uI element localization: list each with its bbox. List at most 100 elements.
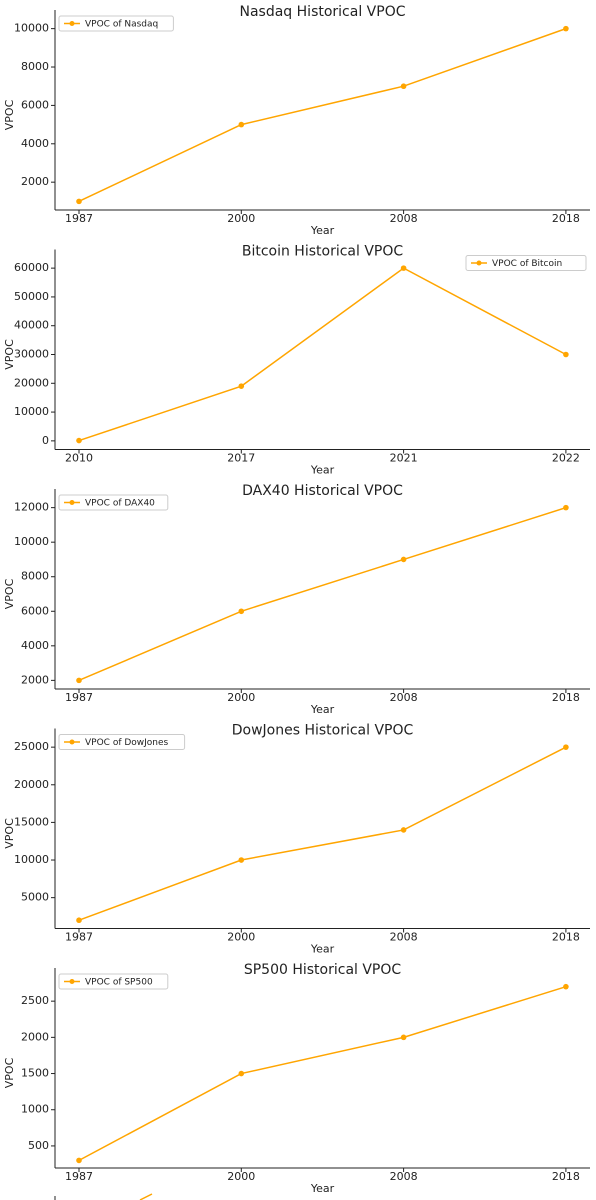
y-tick-label: 10000 — [14, 22, 49, 35]
x-tick-label: 1987 — [65, 212, 93, 225]
x-tick-label: 2017 — [227, 452, 255, 465]
point — [76, 198, 82, 205]
legend-marker — [69, 739, 75, 745]
x-tick-label: 2018 — [552, 1170, 580, 1183]
y-tick-label: 12000 — [14, 501, 49, 514]
x-axis-label: Year — [310, 464, 335, 477]
point — [76, 917, 82, 924]
y-tick-label: 6000 — [21, 604, 49, 617]
x-tick-label: 2000 — [227, 691, 255, 704]
y-tick-label: 50000 — [14, 290, 49, 303]
x-axis-label: Year — [310, 224, 335, 237]
point — [563, 744, 569, 750]
y-axis-label: VPOC — [3, 339, 16, 370]
legend-label: VPOC of Nasdaq — [85, 20, 158, 30]
x-tick-label: 2021 — [390, 452, 418, 465]
y-tick-label: 60000 — [14, 261, 49, 274]
point — [76, 677, 82, 684]
point — [563, 983, 569, 990]
legend-box — [58, 494, 169, 511]
x-tick-label: 2000 — [227, 931, 255, 944]
chart-title: Nasdaq Historical VPOC — [240, 4, 406, 20]
legend-marker — [69, 500, 75, 505]
legend-label: VPOC of Bitcoin — [492, 259, 562, 269]
legend-marker — [69, 21, 75, 26]
legend-box — [58, 15, 174, 32]
legend-marker — [69, 979, 75, 984]
x-tick-label: 2018 — [552, 212, 580, 225]
x-tick-label: 2008 — [390, 212, 418, 225]
y-axis-label: VPOC — [3, 99, 16, 130]
x-tick-label: 2008 — [390, 691, 418, 704]
y-tick-label: 10000 — [14, 405, 49, 418]
legend-box — [465, 255, 587, 271]
point — [563, 25, 569, 32]
point — [400, 1034, 407, 1041]
y-tick-label: 1000 — [21, 1103, 49, 1116]
series-line — [78, 267, 567, 442]
y-tick-label: 20000 — [14, 778, 49, 791]
chart-title: DowJones Historical VPOC — [232, 723, 414, 739]
y-tick-label: 25000 — [14, 740, 49, 753]
series-line — [78, 506, 567, 682]
chart-title: SP500 Historical VPOC — [244, 962, 402, 978]
y-tick-label: 15000 — [14, 815, 49, 828]
y-tick-label: 10000 — [14, 853, 49, 866]
point — [238, 857, 245, 863]
y-tick-label: 6000 — [21, 98, 49, 111]
legend-box — [58, 734, 186, 750]
point — [238, 121, 245, 128]
x-tick-label: 2008 — [390, 1170, 418, 1183]
point — [238, 383, 245, 389]
series-line — [78, 746, 567, 921]
point — [76, 437, 82, 444]
y-tick-label: 4000 — [21, 639, 49, 652]
y-axis-label: VPOC — [3, 1057, 16, 1088]
partial-line — [139, 1193, 153, 1200]
point — [563, 504, 569, 511]
legend-label: VPOC of SP500 — [85, 978, 153, 988]
x-tick-label: 1987 — [65, 691, 93, 704]
x-tick-label: 1987 — [65, 1170, 93, 1183]
y-axis-label: VPOC — [3, 578, 16, 609]
y-tick-label: 2000 — [21, 175, 49, 188]
point — [563, 351, 569, 358]
series-line — [78, 27, 567, 203]
legend-box — [58, 973, 169, 990]
y-tick-label: 2000 — [21, 1030, 49, 1043]
point — [76, 1157, 82, 1164]
y-tick-label: 40000 — [14, 319, 49, 332]
chart-title: Bitcoin Historical VPOC — [242, 244, 404, 260]
point — [400, 265, 407, 271]
x-tick-label: 2010 — [65, 452, 93, 465]
x-axis-label: Year — [310, 1182, 335, 1195]
x-axis-label: Year — [310, 703, 335, 716]
x-tick-label: 2018 — [552, 931, 580, 944]
point — [400, 83, 407, 90]
point — [400, 827, 407, 833]
point — [238, 1070, 245, 1077]
chart-title: DAX40 Historical VPOC — [242, 483, 403, 499]
point — [400, 556, 407, 563]
y-tick-label: 2500 — [21, 994, 49, 1007]
legend-marker — [476, 260, 482, 266]
y-tick-label: 30000 — [14, 348, 49, 361]
x-tick-label: 2018 — [552, 691, 580, 704]
y-tick-label: 8000 — [21, 570, 49, 583]
legend-label: VPOC of DowJones — [85, 738, 169, 748]
y-tick-label: 5000 — [21, 891, 49, 904]
y-tick-label: 1500 — [21, 1067, 49, 1080]
y-tick-label: 10000 — [14, 535, 49, 548]
y-tick-label: 20000 — [14, 376, 49, 389]
x-tick-label: 2000 — [227, 212, 255, 225]
x-tick-label: 1987 — [65, 931, 93, 944]
x-tick-label: 2022 — [552, 452, 580, 465]
y-tick-label: 2000 — [21, 673, 49, 686]
y-axis-label: VPOC — [3, 818, 16, 849]
y-tick-label: 0 — [42, 434, 49, 447]
series-line — [78, 985, 567, 1162]
legend-label: VPOC of DAX40 — [85, 499, 155, 509]
y-tick-label: 500 — [28, 1139, 49, 1152]
x-axis-label: Year — [310, 943, 335, 956]
point — [238, 608, 245, 615]
